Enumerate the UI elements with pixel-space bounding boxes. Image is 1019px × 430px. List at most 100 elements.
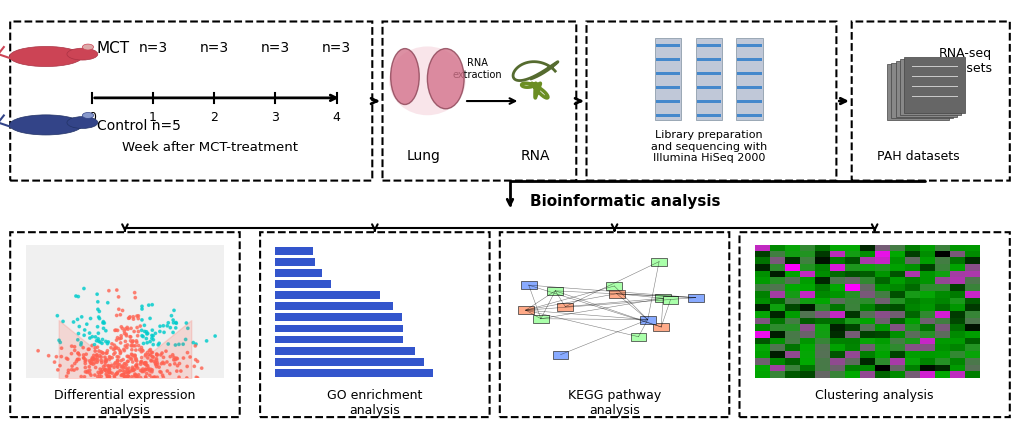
Point: [172, 368, 189, 375]
Point: [93, 354, 109, 361]
Point: [132, 361, 149, 368]
Point: [71, 351, 88, 358]
Point: [77, 356, 94, 363]
Point: [106, 345, 122, 352]
Point: [106, 364, 122, 371]
Point: [117, 364, 133, 371]
Bar: [655, 72, 680, 75]
Point: [82, 357, 98, 364]
Point: [95, 336, 111, 343]
Point: [108, 337, 124, 344]
Point: [131, 346, 148, 353]
Point: [146, 374, 162, 381]
Point: [123, 346, 140, 353]
Ellipse shape: [390, 49, 419, 104]
Point: [100, 338, 116, 345]
Point: [116, 368, 132, 375]
Point: [101, 353, 117, 360]
Point: [84, 342, 100, 349]
Point: [63, 343, 79, 350]
Point: [118, 331, 135, 338]
Point: [153, 360, 169, 367]
Point: [133, 354, 150, 361]
Point: [179, 349, 196, 356]
Point: [127, 342, 144, 349]
Point: [115, 356, 131, 363]
Point: [120, 369, 137, 376]
Point: [120, 353, 137, 360]
Point: [123, 342, 140, 349]
Point: [73, 313, 90, 320]
Bar: [275, 280, 330, 288]
Point: [145, 336, 161, 343]
Point: [149, 363, 165, 370]
Point: [194, 365, 210, 372]
Point: [124, 353, 141, 359]
Point: [93, 373, 109, 380]
Point: [149, 359, 165, 366]
Point: [96, 319, 112, 326]
Point: [108, 312, 124, 319]
Point: [117, 338, 133, 345]
Point: [70, 350, 87, 357]
Point: [155, 322, 171, 329]
Point: [60, 369, 76, 376]
Point: [106, 372, 122, 379]
Point: [92, 338, 108, 345]
Point: [101, 373, 117, 380]
Point: [145, 341, 161, 348]
Point: [99, 340, 115, 347]
Point: [87, 359, 103, 366]
Point: [101, 366, 117, 372]
Point: [145, 354, 161, 361]
Point: [86, 356, 102, 362]
Point: [109, 359, 125, 366]
Point: [158, 348, 174, 355]
Point: [126, 373, 143, 380]
Point: [113, 363, 129, 370]
Point: [66, 343, 83, 350]
Point: [123, 356, 140, 362]
Point: [126, 352, 143, 359]
Text: Library preparation
and sequencing with
Illumina HiSeq 2000: Library preparation and sequencing with …: [650, 130, 766, 163]
Point: [81, 346, 97, 353]
Point: [118, 332, 135, 339]
Point: [46, 359, 62, 366]
Point: [91, 347, 107, 354]
Point: [165, 356, 181, 363]
Point: [109, 327, 125, 334]
Bar: [662, 296, 678, 304]
Point: [93, 369, 109, 375]
Point: [85, 354, 101, 361]
Point: [152, 323, 168, 330]
Point: [166, 354, 182, 361]
Point: [144, 327, 160, 334]
Point: [132, 359, 149, 366]
Point: [130, 313, 147, 319]
Bar: [275, 358, 424, 366]
Point: [99, 356, 115, 363]
Point: [125, 328, 142, 335]
Point: [138, 351, 154, 358]
Point: [89, 291, 105, 298]
Point: [138, 361, 154, 368]
Point: [76, 358, 93, 365]
Point: [109, 353, 125, 360]
Bar: [608, 290, 624, 298]
Point: [69, 356, 86, 363]
Point: [138, 366, 154, 372]
Point: [119, 373, 136, 380]
Point: [137, 353, 153, 359]
Point: [117, 360, 133, 367]
Point: [128, 361, 145, 368]
Point: [84, 358, 100, 365]
Text: 2: 2: [210, 111, 218, 124]
Point: [52, 362, 68, 369]
Point: [142, 315, 158, 322]
Bar: [275, 302, 392, 310]
Bar: [737, 86, 761, 89]
Point: [142, 368, 158, 375]
Point: [165, 329, 181, 336]
Point: [71, 356, 88, 363]
Point: [179, 325, 196, 332]
